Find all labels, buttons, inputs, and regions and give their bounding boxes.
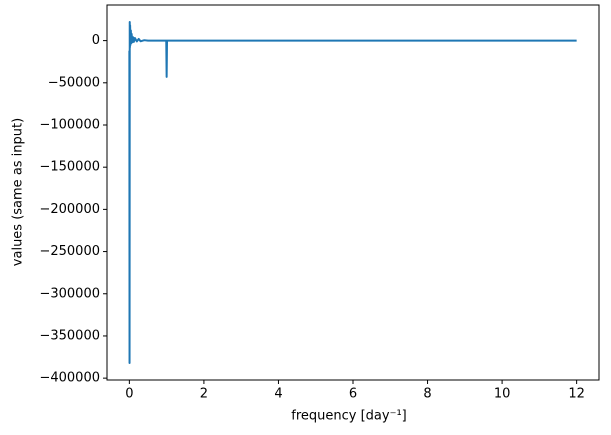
y-axis-label: values (same as input) <box>11 118 26 266</box>
y-tick-label: −300000 <box>39 286 100 301</box>
x-tick-label: 10 <box>494 387 511 402</box>
line-series <box>128 21 577 364</box>
x-tick-label: 4 <box>274 387 282 402</box>
x-tick-label: 8 <box>423 387 431 402</box>
y-tick-label: 0 <box>92 33 100 48</box>
x-axis-label: frequency [day⁻¹] <box>291 409 406 424</box>
y-tick-label: −50000 <box>48 75 100 90</box>
y-tick-label: −150000 <box>39 160 100 175</box>
plot-frame <box>106 4 600 381</box>
x-tick-label: 12 <box>568 387 585 402</box>
y-tick-label: −350000 <box>39 328 100 343</box>
x-tick-label: 6 <box>349 387 357 402</box>
x-tick-label: 2 <box>200 387 208 402</box>
y-tick-label: −400000 <box>39 371 100 386</box>
y-tick-label: −100000 <box>39 117 100 132</box>
x-tick-label: 0 <box>125 387 133 402</box>
y-tick-label: −250000 <box>39 244 100 259</box>
y-tick-label: −200000 <box>39 202 100 217</box>
